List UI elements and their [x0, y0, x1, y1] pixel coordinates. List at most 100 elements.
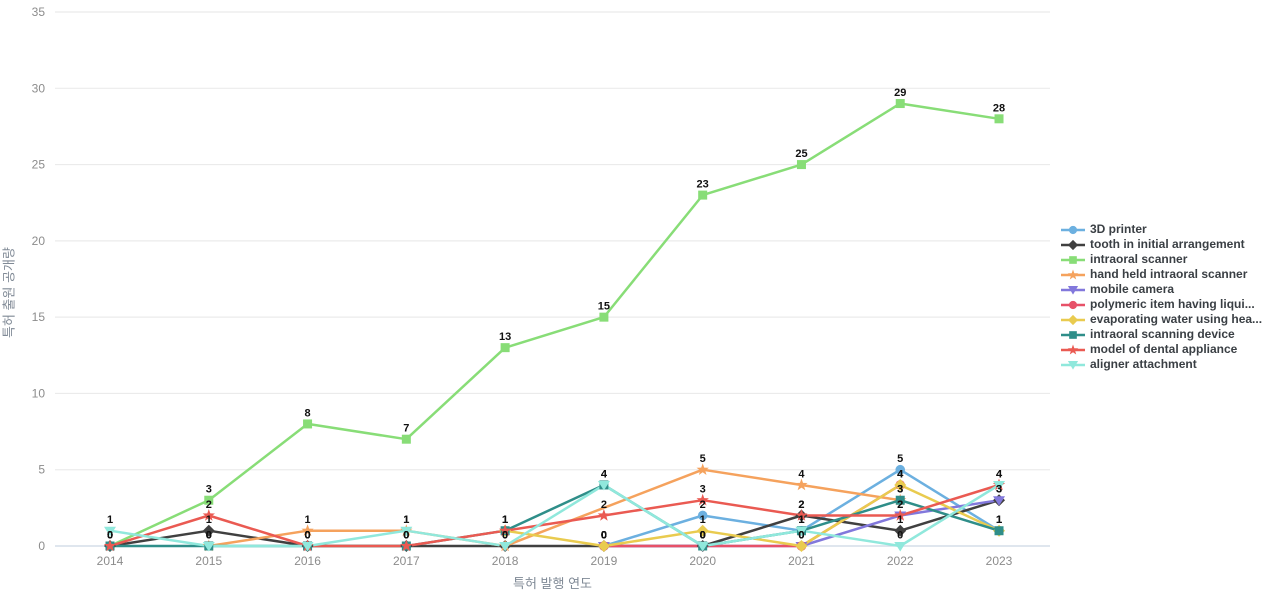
- data-point[interactable]: [500, 343, 510, 353]
- data-point-label: 2: [798, 499, 804, 511]
- legend-item-aligner-attachment[interactable]: aligner attachment: [1061, 357, 1262, 372]
- data-point[interactable]: [894, 542, 907, 552]
- data-point[interactable]: [498, 524, 512, 536]
- data-point-label: 1: [798, 514, 804, 526]
- data-point[interactable]: [993, 496, 1006, 506]
- legend-item-intraoral-scanning-device[interactable]: intraoral scanning device: [1061, 327, 1262, 342]
- data-point[interactable]: [895, 99, 905, 109]
- data-point-label: 0: [601, 530, 607, 542]
- data-point-label: 0: [798, 530, 804, 542]
- data-point[interactable]: [303, 419, 313, 429]
- data-point[interactable]: [204, 495, 214, 505]
- data-point[interactable]: [795, 509, 808, 521]
- legend-item-mobile-camera[interactable]: mobile camera: [1061, 282, 1262, 297]
- legend-item-model-of-dental-appliance[interactable]: model of dental appliance: [1061, 342, 1262, 357]
- data-point[interactable]: [1067, 314, 1079, 325]
- data-point[interactable]: [895, 495, 905, 505]
- data-point[interactable]: [795, 478, 808, 491]
- data-point-label: 0: [403, 530, 409, 542]
- data-point-label: 5: [897, 453, 903, 465]
- data-point[interactable]: [1067, 285, 1079, 295]
- legend-item-3d-printer[interactable]: 3D printer: [1061, 222, 1262, 237]
- data-point[interactable]: [1067, 239, 1079, 250]
- y-axis-title: 특허 출원 공개량: [1, 247, 17, 338]
- data-point[interactable]: [696, 463, 709, 475]
- data-point-label: 0: [502, 530, 508, 542]
- data-point-label: 3: [700, 484, 706, 496]
- data-point[interactable]: [401, 434, 411, 444]
- data-point[interactable]: [1067, 344, 1079, 354]
- legend-item-tooth-in-initial-arrangement[interactable]: tooth in initial arrangement: [1061, 237, 1262, 252]
- data-point[interactable]: [698, 190, 708, 200]
- data-point[interactable]: [994, 114, 1004, 124]
- y-tick-label: 20: [32, 234, 46, 248]
- data-point[interactable]: [894, 509, 907, 521]
- data-point-label: 2: [897, 499, 903, 511]
- data-point-label: 0: [601, 530, 607, 542]
- data-point[interactable]: [895, 464, 906, 475]
- legend-item-hand-held-intraoral-scanner[interactable]: hand held intraoral scanner: [1061, 267, 1262, 282]
- data-point[interactable]: [1067, 360, 1079, 370]
- data-point-label: 1: [403, 514, 409, 526]
- data-point[interactable]: [599, 312, 609, 322]
- data-point[interactable]: [597, 540, 610, 552]
- data-point[interactable]: [202, 509, 215, 521]
- legend-label: hand held intraoral scanner: [1090, 267, 1248, 281]
- legend-label: aligner attachment: [1090, 357, 1197, 371]
- data-point[interactable]: [796, 160, 806, 170]
- data-point[interactable]: [597, 509, 611, 521]
- data-point-label: 4: [996, 468, 1003, 480]
- data-point[interactable]: [1068, 300, 1078, 309]
- data-point-label: 0: [700, 530, 706, 542]
- data-point-label: 23: [697, 179, 709, 191]
- legend-item-intraoral-scanner[interactable]: intraoral scanner: [1061, 252, 1262, 267]
- data-point[interactable]: [1069, 255, 1077, 264]
- y-tick-label: 5: [38, 463, 45, 477]
- data-point-label: 0: [304, 530, 310, 542]
- y-tick-label: 10: [32, 386, 46, 400]
- data-point[interactable]: [994, 526, 1004, 536]
- data-point-label: 0: [700, 530, 706, 542]
- data-point[interactable]: [1068, 225, 1078, 234]
- legend-marker-icon: [1061, 239, 1085, 250]
- data-point-label: 1: [502, 514, 508, 526]
- series-line-aligner-attachment: [109, 483, 1000, 548]
- data-point[interactable]: [696, 493, 709, 506]
- data-point[interactable]: [301, 542, 314, 552]
- data-point[interactable]: [104, 526, 116, 537]
- data-point-label: 3: [897, 484, 903, 496]
- data-point-label: 0: [206, 530, 212, 542]
- data-point[interactable]: [894, 524, 907, 537]
- data-point[interactable]: [1069, 330, 1077, 339]
- data-point[interactable]: [597, 480, 610, 491]
- legend-marker-icon: [1061, 344, 1085, 354]
- data-point[interactable]: [795, 540, 808, 552]
- legend-marker-icon: [1061, 360, 1085, 370]
- data-point[interactable]: [993, 480, 1006, 491]
- data-point[interactable]: [202, 542, 215, 552]
- data-point[interactable]: [400, 526, 413, 537]
- data-point[interactable]: [202, 524, 215, 537]
- data-point[interactable]: [696, 542, 709, 552]
- legend-label: intraoral scanning device: [1090, 327, 1235, 341]
- data-point-label: 3: [897, 484, 903, 496]
- data-point[interactable]: [795, 526, 808, 537]
- data-point-label: 1: [897, 514, 903, 526]
- data-point[interactable]: [1067, 269, 1079, 279]
- series-line-model-of-dental-appliance: [109, 483, 1000, 548]
- data-point[interactable]: [696, 524, 709, 537]
- data-point[interactable]: [400, 539, 413, 552]
- x-tick-label: 2019: [591, 554, 618, 568]
- data-point[interactable]: [301, 524, 314, 536]
- data-point-label: 1: [996, 514, 1002, 526]
- data-point-label: 25: [795, 148, 807, 160]
- legend: 3D printer tooth in initial arrangement in…: [1061, 222, 1262, 372]
- legend-item-evaporating-water-using-hea[interactable]: evaporating water using hea...: [1061, 312, 1262, 327]
- data-point[interactable]: [103, 539, 117, 552]
- data-point-label: 4: [798, 468, 805, 480]
- legend-item-polymeric-item-having-liqui[interactable]: polymeric item having liqui...: [1061, 297, 1262, 312]
- data-point[interactable]: [697, 510, 708, 521]
- data-point[interactable]: [894, 478, 907, 491]
- data-point-label: 3: [206, 484, 212, 496]
- data-point[interactable]: [499, 542, 512, 552]
